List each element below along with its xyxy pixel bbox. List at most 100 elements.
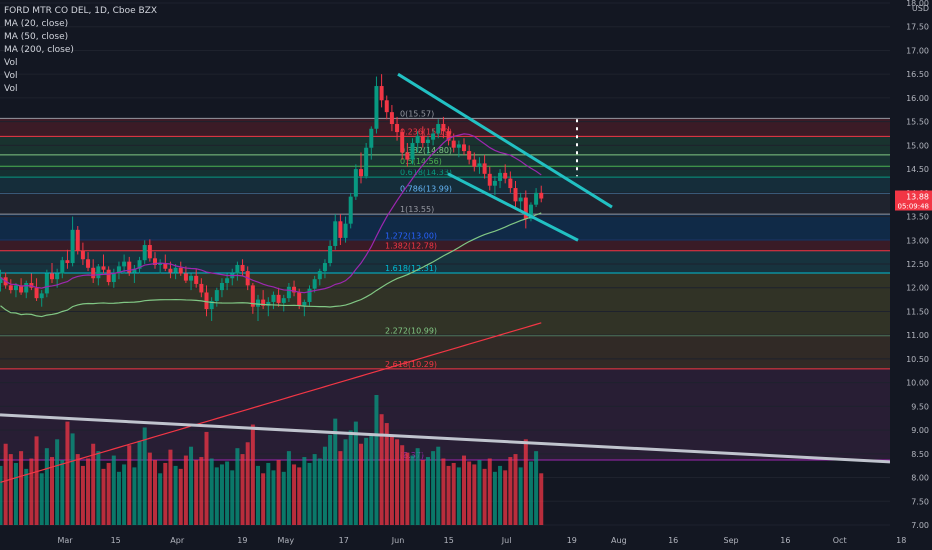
time-tick-label: 19 [237,536,247,545]
volume-bar [106,462,111,525]
candle-body [271,294,276,302]
price-tick-label: 11.50 [906,307,929,316]
candle-body [163,263,168,269]
indicator-ma20[interactable]: MA (20, close) [4,19,69,29]
volume-bar [116,471,121,525]
fib-zone [0,250,890,274]
candle-body [91,267,96,279]
price-tick-label: 13.00 [906,236,929,245]
indicator-vol-1[interactable]: Vol [4,58,18,68]
volume-bar [204,431,209,525]
candle-body [55,273,60,280]
candle-body [178,267,183,274]
price-tick-label: 17.00 [906,46,929,55]
time-tick-label: Sep [724,536,739,545]
candle-body [60,260,65,274]
indicator-ma200[interactable]: MA (200, close) [4,45,74,55]
volume-bar [297,467,302,525]
last-price-tag [895,190,932,211]
volume-bar [235,448,240,525]
candle-body [50,273,54,280]
volume-bar [96,451,101,525]
volume-bar [472,464,477,525]
candle-body [441,124,446,132]
volume-bar [276,460,281,525]
price-tick-label: 12.50 [906,260,929,269]
candle-body [286,286,291,299]
fib-zone [0,368,890,460]
volume-bar [230,470,235,525]
candle-body [338,221,343,238]
volume-bar [34,436,39,525]
candle-body [410,142,415,160]
volume-bar [359,443,363,525]
candle-body [312,279,317,289]
volume-bar [281,471,286,525]
ma20-line [0,133,542,294]
price-tick-label: 11.00 [906,331,929,340]
volume-bar [209,458,214,525]
price-tick-label: 17.50 [906,23,929,32]
fib-level-label: 0(15.57) [400,109,434,118]
candle-body [400,132,405,153]
channel-upper-line [397,72,613,209]
candle-body [189,275,194,281]
candle-body [528,204,533,219]
volume-bar [50,457,54,525]
candle-body [518,197,523,202]
volume-bar [75,454,80,525]
volume-bar [405,452,410,525]
time-tick-label: 15 [111,536,121,545]
candle-body [147,245,152,259]
candle-body [250,285,255,307]
candle-body [389,112,394,125]
price-tick-label: 9.50 [911,402,929,411]
candle-body [34,287,39,299]
price-tick-label: 8.50 [911,450,929,459]
time-tick-label: 16 [668,536,678,545]
fib-level-label: 1.382(12.78) [385,242,437,251]
volume-bar [534,451,539,525]
candle-body [498,172,503,181]
indicator-vol-3[interactable]: Vol [4,84,18,94]
price-tick-label: 12.00 [906,284,929,293]
candle-body [359,169,363,177]
symbol-title[interactable]: FORD MTR CO DEL, 1D, Cboe BZX [4,6,158,16]
volume-bar [3,443,8,525]
volume-bar [256,465,260,525]
candle-body [343,223,348,238]
fib-zone [0,177,890,194]
volume-bar [173,465,178,525]
candle-body [137,260,142,269]
volume-bar [70,433,75,525]
indicator-ma50[interactable]: MA (50, close) [4,32,69,42]
fib-zone [0,335,890,369]
candle-body [317,271,322,280]
volume-bar [240,454,245,525]
indicator-vol-2[interactable]: Vol [4,71,18,81]
volume-bar [8,454,13,525]
volume-bar [446,465,451,525]
volume-bar [183,455,188,525]
fib-level-label: 1(13.55) [400,205,434,214]
fib-level-label: 2.618(10.29) [385,360,437,369]
volume-bar [194,460,199,525]
volume-bar [19,451,24,525]
price-tick-label: 15.00 [906,141,929,150]
volume-bar [250,424,255,525]
candle-body [0,277,3,283]
candle-body [492,180,497,186]
volume-bar [528,461,533,525]
candle-body [8,285,13,291]
fib-zone [0,166,890,178]
candle-body [297,292,302,306]
volume-bar [317,458,322,525]
price-tick-label: 13.50 [906,213,929,222]
volume-bar [261,473,266,525]
candle-body [364,147,369,177]
volume-bar [379,414,384,525]
fib-zone [0,273,890,336]
candle-body [539,192,544,199]
fib-level-label: 0.5(14.56) [400,157,442,166]
